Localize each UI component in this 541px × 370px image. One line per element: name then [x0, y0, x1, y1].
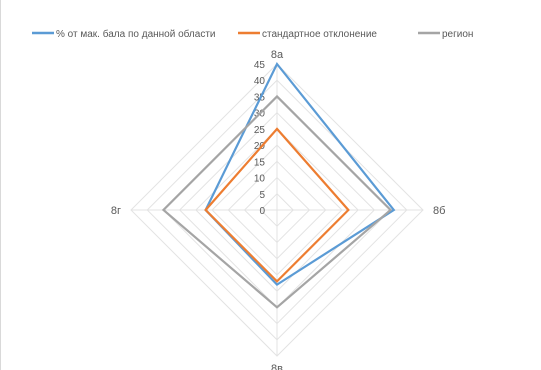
- tick-label: 5: [259, 190, 265, 201]
- category-label: 8а: [271, 49, 284, 61]
- category-label: 8в: [271, 363, 283, 370]
- tick-label: 15: [254, 157, 266, 168]
- tick-label: 45: [254, 60, 266, 71]
- radar-series: [163, 64, 393, 307]
- radar-grid: [131, 64, 423, 356]
- tick-label: 40: [254, 76, 266, 87]
- legend-label: регион: [442, 29, 473, 40]
- tick-label: 25: [254, 125, 266, 136]
- tick-label: 10: [254, 174, 266, 185]
- category-label: 8б: [433, 205, 445, 217]
- category-label: 8г: [111, 205, 121, 217]
- legend: % от мак. бала по данной области стандарт…: [32, 28, 473, 40]
- legend-label: % от мак. бала по данной области: [56, 28, 216, 40]
- tick-label: 0: [259, 206, 265, 217]
- legend-label: стандартное отклонение: [262, 29, 377, 40]
